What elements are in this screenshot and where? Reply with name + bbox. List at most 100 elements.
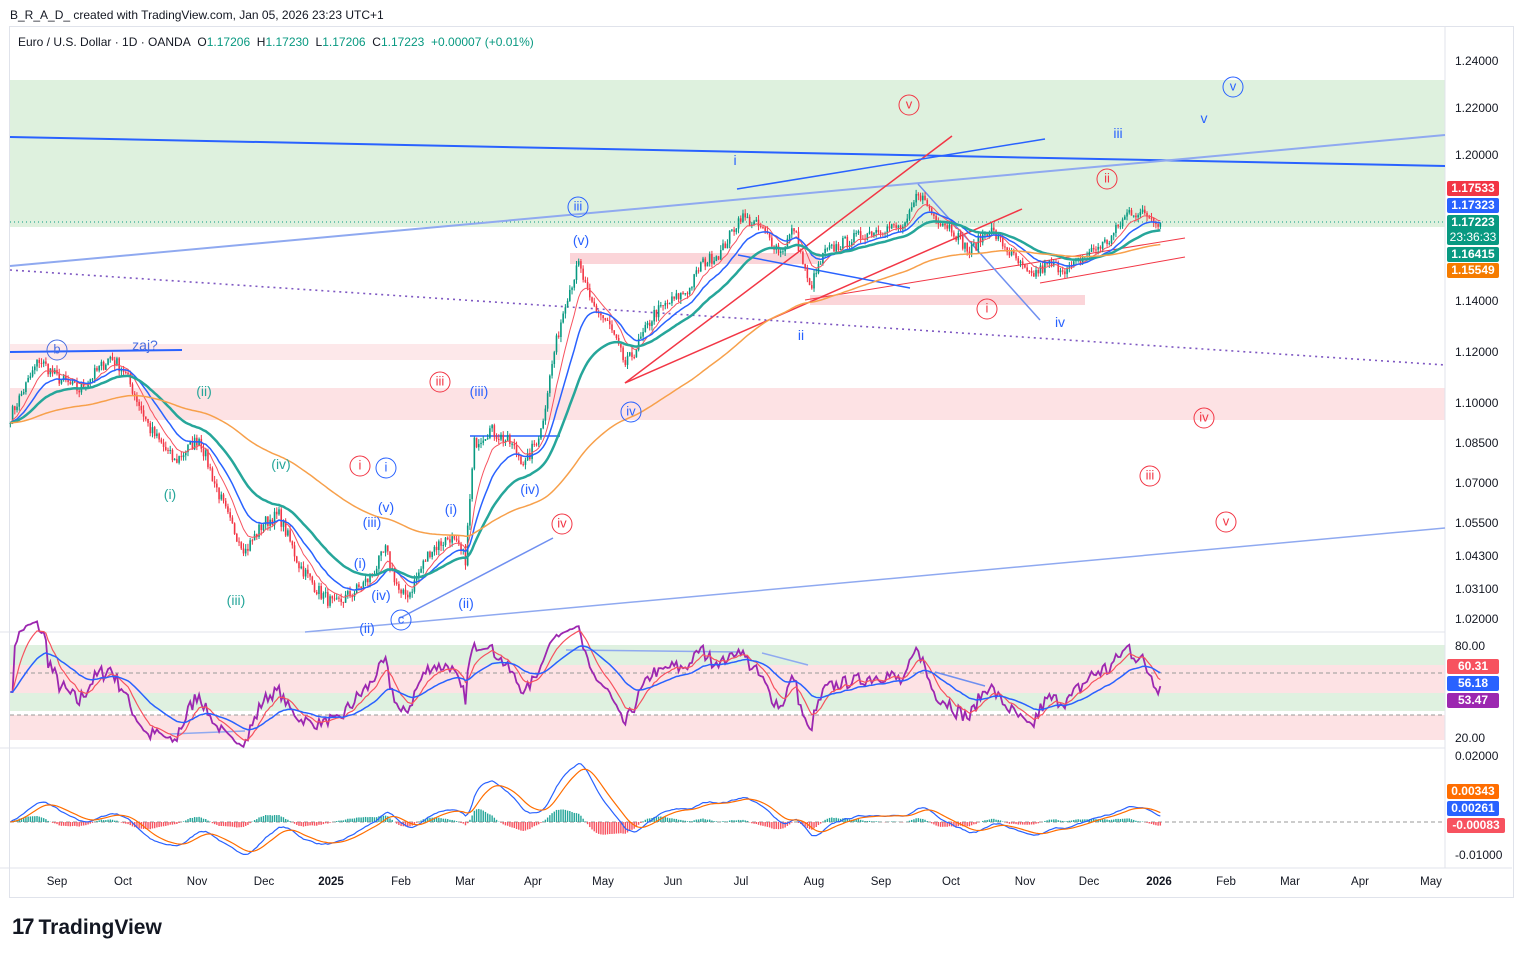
wave-count-label[interactable]: (i) (444, 501, 458, 517)
wave-count-label[interactable]: (ii) (458, 595, 474, 611)
wave-count-label[interactable]: iv (551, 513, 573, 535)
candle-body (1099, 246, 1102, 249)
macd-histogram-bar (671, 818, 673, 822)
time-axis-tick[interactable]: May (1420, 876, 1442, 888)
wave-count-label[interactable]: b (46, 339, 68, 361)
time-axis-tick[interactable]: Mar (1280, 876, 1300, 888)
time-axis-tick[interactable]: Nov (1014, 876, 1036, 888)
wave-count-label[interactable]: i (349, 455, 371, 477)
macd-histogram-bar (198, 816, 200, 822)
time-axis-tick[interactable]: Dec (1078, 876, 1100, 888)
wave-count-label[interactable]: (iii) (469, 383, 489, 399)
price-axis-tick[interactable]: 1.20000 (1455, 148, 1499, 162)
price-axis-tick[interactable]: 1.12000 (1455, 345, 1499, 359)
price-axis-tick[interactable]: 1.14000 (1455, 294, 1499, 308)
time-axis-tick[interactable]: May (592, 876, 614, 888)
wave-count-label[interactable]: i (733, 152, 737, 168)
time-axis-tick[interactable]: Jul (733, 876, 749, 888)
wave-count-label[interactable]: iii (567, 196, 589, 218)
macd-histogram-bar (420, 820, 422, 822)
price-axis-tick[interactable]: 1.04300 (1455, 549, 1499, 563)
macd-histogram-bar (293, 822, 296, 824)
symbol-name[interactable]: Euro / U.S. Dollar · 1D · OANDA (18, 35, 191, 49)
time-axis-tick[interactable]: 2026 (1146, 876, 1172, 888)
wave-count-label[interactable]: c (390, 609, 412, 631)
time-axis-tick[interactable]: Apr (1351, 876, 1369, 888)
time-axis-tick[interactable]: Jun (663, 876, 683, 888)
wave-count-label[interactable]: (i) (353, 555, 367, 571)
price-axis-tick[interactable]: 1.03100 (1455, 582, 1499, 596)
wave-count-label[interactable]: (v) (572, 232, 590, 248)
price-axis-tick[interactable]: 1.05500 (1455, 516, 1499, 530)
time-axis-tick[interactable]: Dec (253, 876, 275, 888)
wave-count-label[interactable]: iii (429, 371, 451, 393)
wave-count-label[interactable]: iii (1113, 125, 1123, 141)
macd-histogram-bar (622, 822, 624, 834)
candle-body (826, 248, 829, 250)
wave-count-label[interactable]: (i) (163, 486, 177, 502)
wave-count-label[interactable]: ii (797, 327, 805, 343)
macd-histogram-bar (693, 820, 695, 822)
wave-count-label[interactable]: iv (620, 401, 642, 423)
price-tag: 1.17323 (1447, 198, 1499, 213)
wave-count-label[interactable]: iv (1054, 314, 1066, 330)
price-axis-tick[interactable]: 1.10000 (1455, 396, 1499, 410)
candle-body (249, 540, 251, 551)
wave-count-label[interactable]: (v) (377, 499, 395, 515)
candle-body (431, 551, 433, 558)
price-axis-tick[interactable]: 1.22000 (1455, 101, 1499, 115)
macd-histogram-bar (682, 820, 684, 822)
macd-histogram-bar (409, 822, 411, 827)
wave-count-label[interactable]: i (375, 457, 397, 479)
wave-count-label[interactable]: (iv) (371, 587, 391, 603)
wave-count-label[interactable]: v (898, 94, 920, 116)
macd-histogram-bar (51, 822, 54, 823)
macd-histogram-bar (258, 817, 260, 822)
candle-body (1108, 243, 1111, 245)
tradingview-logo[interactable]: 17 TradingView (12, 914, 162, 940)
wave-count-label[interactable]: v (1222, 76, 1244, 98)
wave-count-label[interactable]: (ii) (359, 620, 375, 636)
time-axis-tick[interactable]: Oct (942, 876, 960, 888)
price-axis-tick[interactable]: 1.07000 (1455, 476, 1499, 490)
macd-histogram-bar (54, 822, 56, 824)
macd-histogram-bar (120, 822, 123, 823)
wave-count-label[interactable]: i (976, 298, 998, 320)
wave-count-label[interactable]: iv (1193, 407, 1215, 429)
time-axis-tick[interactable]: Feb (391, 876, 411, 888)
macd-axis-tick[interactable]: 0.02000 (1455, 749, 1499, 763)
macd-axis-tick[interactable]: -0.01000 (1455, 848, 1503, 862)
candle-body (224, 500, 227, 507)
time-axis-tick[interactable]: Feb (1216, 876, 1236, 888)
time-axis-tick[interactable]: Oct (114, 876, 132, 888)
candle-body (1006, 247, 1008, 253)
time-axis-tick[interactable]: Sep (870, 876, 892, 888)
time-axis-tick[interactable]: Nov (186, 876, 208, 888)
wave-count-label[interactable]: (iii) (362, 514, 382, 530)
wave-count-label[interactable]: (iv) (271, 456, 291, 472)
price-axis-tick[interactable]: 1.02000 (1455, 612, 1499, 626)
wave-count-label[interactable]: iii (1139, 465, 1161, 487)
wave-count-label[interactable]: (ii) (196, 383, 212, 399)
candle-body (893, 224, 895, 226)
wave-count-label[interactable]: (iv) (520, 481, 540, 497)
wave-count-label[interactable]: v (1215, 511, 1237, 533)
wave-count-label[interactable]: zaj? (132, 337, 158, 353)
price-axis-tick[interactable]: 1.08500 (1455, 436, 1499, 450)
rsi-axis-tick[interactable]: 80.00 (1455, 639, 1486, 653)
time-axis-tick[interactable]: Apr (524, 876, 542, 888)
wave-count-label[interactable]: (iii) (226, 592, 246, 608)
time-axis-tick[interactable]: Sep (46, 876, 68, 888)
price-axis-tick[interactable]: 1.24000 (1455, 54, 1499, 68)
rsi-axis-tick[interactable]: 20.00 (1455, 731, 1486, 745)
time-axis-tick[interactable]: Aug (803, 876, 825, 888)
candle-body (1066, 267, 1068, 275)
time-axis-tick[interactable]: 2025 (318, 876, 344, 888)
candle-body (227, 506, 229, 513)
candle-body (791, 228, 793, 235)
candle-body (1052, 261, 1055, 266)
time-axis-tick[interactable]: Mar (455, 876, 475, 888)
wave-count-label[interactable]: ii (1096, 168, 1118, 190)
wave-count-label[interactable]: v (1200, 110, 1208, 126)
